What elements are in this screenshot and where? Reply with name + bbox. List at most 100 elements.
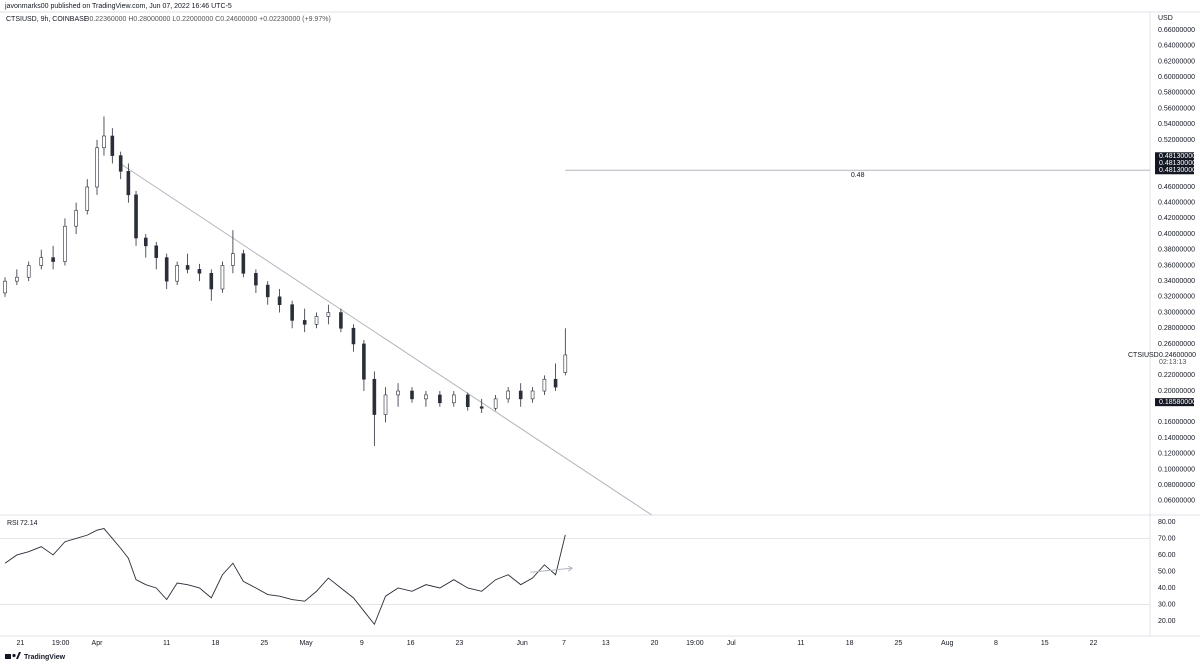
rsi-tick-label: 40.00 bbox=[1158, 585, 1176, 592]
y-tick-label: 0.38000000 bbox=[1158, 247, 1195, 254]
y-tick-label: 0.08000000 bbox=[1158, 482, 1195, 489]
x-tick-label: Aug bbox=[941, 640, 954, 647]
y-tick-label: 0.56000000 bbox=[1158, 105, 1195, 112]
y-tick-label: 0.14000000 bbox=[1158, 435, 1195, 442]
rsi-tick-label: 70.00 bbox=[1158, 535, 1176, 542]
candle-body bbox=[126, 170, 131, 196]
rsi-name: RSI bbox=[7, 520, 19, 527]
y-tick-label: 0.62000000 bbox=[1158, 58, 1195, 65]
y-tick-label: 0.54000000 bbox=[1158, 121, 1195, 128]
candle-body bbox=[241, 253, 246, 274]
candle-body bbox=[164, 257, 169, 282]
candle-body bbox=[518, 390, 523, 400]
x-tick-label: 25 bbox=[895, 640, 903, 647]
candle-body bbox=[26, 265, 31, 278]
y-tick-label: 0.44000000 bbox=[1158, 200, 1195, 207]
price-badge bbox=[1155, 152, 1194, 161]
candle-body bbox=[95, 147, 99, 188]
y-tick-label: 0.60000000 bbox=[1158, 74, 1195, 81]
candle-body bbox=[396, 390, 400, 396]
candle-body bbox=[290, 304, 294, 321]
rsi-tick-label: 50.00 bbox=[1158, 568, 1176, 575]
candle-body bbox=[51, 257, 55, 262]
countdown-label: 02:13:13 bbox=[1159, 359, 1186, 366]
y-tick-label: 0.26000000 bbox=[1158, 341, 1195, 348]
y-tick-label: 0.10000000 bbox=[1158, 466, 1195, 473]
candle-body bbox=[265, 284, 270, 298]
footer-brand: TradingView bbox=[24, 654, 66, 661]
candle-body bbox=[102, 135, 106, 149]
candle-body bbox=[351, 327, 356, 345]
x-tick-label: 19:00 bbox=[686, 640, 704, 647]
symbol-label: CTSIUSD bbox=[1128, 352, 1159, 359]
y-tick-label: 0.32000000 bbox=[1158, 294, 1195, 301]
candle-body bbox=[185, 265, 190, 270]
x-tick-label: 8 bbox=[994, 640, 998, 647]
candle-body bbox=[452, 394, 456, 404]
candle-body bbox=[74, 210, 78, 227]
y-tick-label: 0.30000000 bbox=[1158, 309, 1195, 316]
marker-price-label: 0.18580000 bbox=[1159, 399, 1196, 406]
last-price-label: 0.24600000 bbox=[1159, 352, 1196, 359]
y-tick-label: 0.52000000 bbox=[1158, 137, 1195, 144]
price-badge bbox=[1155, 159, 1194, 168]
candle-body bbox=[85, 186, 90, 211]
x-tick-label: 23 bbox=[455, 640, 463, 647]
y-tick-label: 0.40000000 bbox=[1158, 231, 1195, 238]
candle-body bbox=[542, 378, 547, 392]
candle-body bbox=[231, 253, 235, 266]
trendline bbox=[119, 163, 653, 515]
candle-body bbox=[110, 135, 115, 156]
candle-body bbox=[254, 273, 258, 286]
x-tick-label: 9 bbox=[360, 640, 364, 647]
candle-body bbox=[154, 245, 159, 258]
rsi-line bbox=[4, 528, 566, 626]
published-note: javonmarks00 published on TradingView.co… bbox=[4, 3, 232, 10]
candle-body bbox=[372, 378, 377, 415]
y-tick-label: 0.36000000 bbox=[1158, 262, 1195, 269]
rsi-tick-label: 60.00 bbox=[1158, 552, 1176, 559]
candle-body bbox=[209, 273, 214, 290]
x-tick-label: Jun bbox=[516, 640, 527, 647]
x-tick-label: 11 bbox=[163, 640, 170, 647]
rsi-tick-label: 20.00 bbox=[1158, 618, 1176, 625]
x-tick-label: 22 bbox=[1090, 640, 1098, 647]
x-tick-label: 13 bbox=[602, 640, 610, 647]
candle-body bbox=[220, 265, 225, 290]
rsi-tick-label: 80.00 bbox=[1158, 519, 1176, 526]
y-tick-label: 0.58000000 bbox=[1158, 90, 1195, 97]
candle-body bbox=[63, 225, 67, 262]
candle-body bbox=[326, 312, 331, 317]
y-tick-label: 0.66000000 bbox=[1158, 27, 1195, 34]
x-tick-label: 18 bbox=[212, 640, 220, 647]
ohlc-text: O0.22360000 H0.28000000 L0.22000000 C0.2… bbox=[84, 16, 331, 23]
y-tick-label: 0.64000000 bbox=[1158, 43, 1195, 50]
x-tick-label: 11 bbox=[797, 640, 804, 647]
candle-body bbox=[410, 390, 414, 400]
x-tick-label: 18 bbox=[846, 640, 854, 647]
y-tick-label: 0.22000000 bbox=[1158, 372, 1195, 379]
y-tick-label: 0.20000000 bbox=[1158, 388, 1195, 395]
candle-body bbox=[424, 394, 428, 400]
candle-body bbox=[143, 237, 148, 247]
price-badge-label: 0.48130000 bbox=[1159, 167, 1196, 174]
y-tick-label: 0.28000000 bbox=[1158, 325, 1195, 332]
candle-body bbox=[302, 320, 307, 325]
y-tick-label: 0.42000000 bbox=[1158, 215, 1195, 222]
rsi-tick-label: 30.00 bbox=[1158, 601, 1176, 608]
horizontal-line-label: 0.48 bbox=[851, 172, 865, 179]
rsi-trendline bbox=[530, 567, 573, 573]
candle-body bbox=[197, 269, 202, 274]
x-tick-label: Apr bbox=[92, 640, 104, 647]
y-tick-label: 0.06000000 bbox=[1158, 498, 1195, 505]
candle-body bbox=[175, 265, 179, 282]
candle-body bbox=[438, 394, 442, 404]
price-badge bbox=[1155, 398, 1194, 407]
candle-body bbox=[465, 394, 470, 408]
rsi-value: 72.14 bbox=[20, 520, 38, 527]
y-tick-label: 0.16000000 bbox=[1158, 419, 1195, 426]
symbol-info: CTSIUSD, 9h, COINBASE bbox=[6, 16, 89, 23]
candle-body bbox=[553, 378, 558, 388]
footer-logo bbox=[5, 652, 21, 659]
candle-body bbox=[3, 280, 7, 294]
